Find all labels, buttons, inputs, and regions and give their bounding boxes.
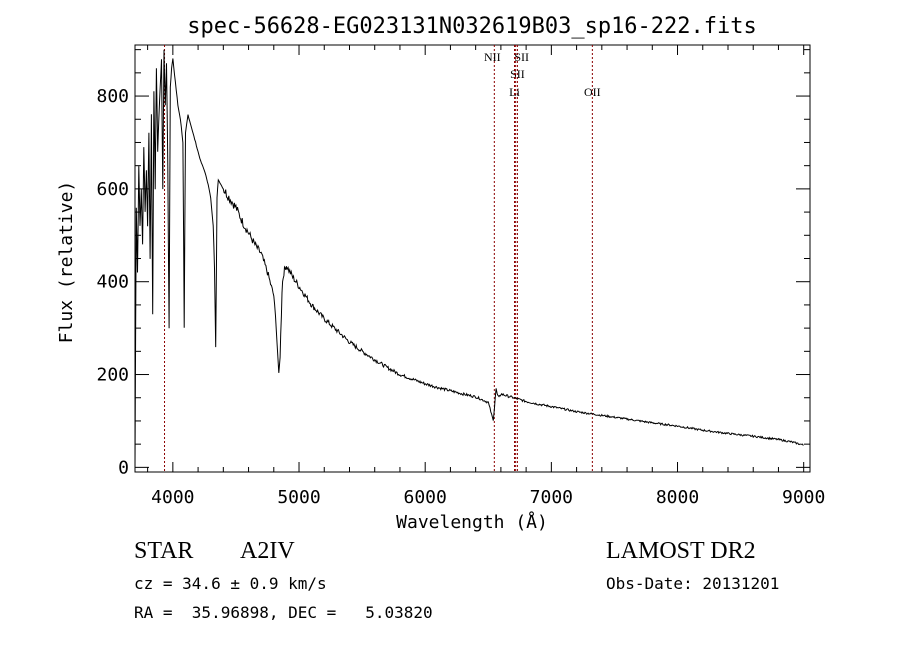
redshift-readout: cz = 34.6 ± 0.9 km/s bbox=[134, 574, 327, 593]
line-markers: NII SII SII Li OII bbox=[164, 45, 601, 472]
line-marker-label: SII bbox=[514, 50, 529, 64]
series-group bbox=[134, 49, 804, 468]
spectrum-line bbox=[134, 49, 804, 468]
y-tick-label: 0 bbox=[118, 457, 129, 478]
plot-frame bbox=[134, 44, 811, 473]
x-tick-label: 8000 bbox=[656, 487, 699, 508]
chart-title: spec-56628-EG023131N032619B03_sp16-222.f… bbox=[187, 14, 757, 39]
y-tick-label: 800 bbox=[96, 86, 129, 107]
spectral-class: STAR bbox=[134, 538, 194, 564]
line-marker-label: NII bbox=[484, 50, 501, 64]
y-tick-label: 400 bbox=[96, 272, 129, 293]
x-tick-label: 5000 bbox=[277, 487, 320, 508]
x-tick-label: 4000 bbox=[151, 487, 194, 508]
line-marker-label: Li bbox=[509, 85, 520, 99]
y-axis-label: Flux (relative) bbox=[56, 181, 77, 344]
x-tick-label: 9000 bbox=[782, 487, 825, 508]
y-tick-label: 200 bbox=[96, 365, 129, 386]
x-tick-label: 6000 bbox=[404, 487, 447, 508]
x-axis-label: Wavelength (Å) bbox=[396, 511, 548, 533]
x-axis-ticks: 4000 5000 6000 7000 8000 9000 bbox=[147, 45, 825, 508]
y-axis-ticks: 0 200 400 600 800 bbox=[96, 49, 810, 478]
line-marker-label: OII bbox=[584, 85, 601, 99]
ra-dec-readout: RA = 35.96898, DEC = 5.03820 bbox=[134, 603, 433, 622]
line-marker-label: SII bbox=[510, 67, 525, 81]
survey-name: LAMOST DR2 bbox=[606, 538, 756, 564]
x-tick-label: 7000 bbox=[530, 487, 573, 508]
obs-date: Obs-Date: 20131201 bbox=[606, 574, 780, 593]
spectral-subclass: A2IV bbox=[240, 538, 295, 564]
y-tick-label: 600 bbox=[96, 179, 129, 200]
